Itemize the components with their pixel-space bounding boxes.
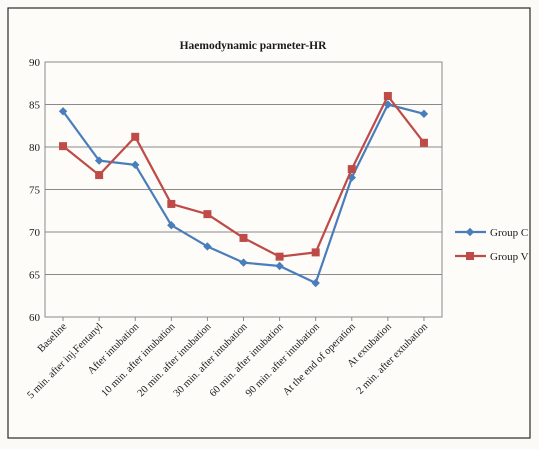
y-tick-label: 60 xyxy=(29,312,41,324)
legend-item: Group C xyxy=(455,227,528,239)
legend-label: Group C xyxy=(490,227,528,239)
data-point xyxy=(239,258,248,267)
legend-item: Group V xyxy=(455,251,529,263)
data-point xyxy=(95,171,104,180)
legend-marker xyxy=(466,252,474,260)
data-point xyxy=(167,221,176,230)
data-point xyxy=(419,138,428,147)
legend: Group C Group V xyxy=(455,227,529,263)
y-tick-label: 90 xyxy=(29,57,41,69)
chart-title: Haemodynamic parmeter-HR xyxy=(180,40,327,52)
data-point xyxy=(347,165,356,174)
series-lines xyxy=(58,92,429,288)
y-tick-label: 65 xyxy=(29,270,41,282)
data-point xyxy=(58,107,68,116)
legend-marker xyxy=(465,227,475,237)
data-point xyxy=(131,132,140,141)
data-point xyxy=(419,109,429,119)
data-point xyxy=(239,233,248,242)
y-tick-label: 75 xyxy=(29,185,41,197)
legend-label: Group V xyxy=(490,251,529,263)
gridlines xyxy=(45,104,442,275)
data-point xyxy=(94,156,104,165)
y-tick-label: 70 xyxy=(29,227,41,239)
series-group-v xyxy=(59,92,428,261)
y-tick-label: 85 xyxy=(29,100,41,112)
data-point xyxy=(167,199,176,208)
y-tick-label: 80 xyxy=(29,142,41,154)
data-point xyxy=(59,142,68,151)
data-point xyxy=(203,242,212,251)
data-point xyxy=(203,210,212,219)
data-point xyxy=(131,160,140,170)
data-point xyxy=(383,92,392,100)
data-point xyxy=(275,252,284,261)
data-point xyxy=(275,261,284,271)
data-point xyxy=(311,248,320,257)
y-axis-ticks: 60 65 70 75 80 85 90 xyxy=(29,57,41,324)
chart-frame xyxy=(7,7,531,439)
data-point xyxy=(311,278,320,288)
series-group-c xyxy=(58,100,429,288)
